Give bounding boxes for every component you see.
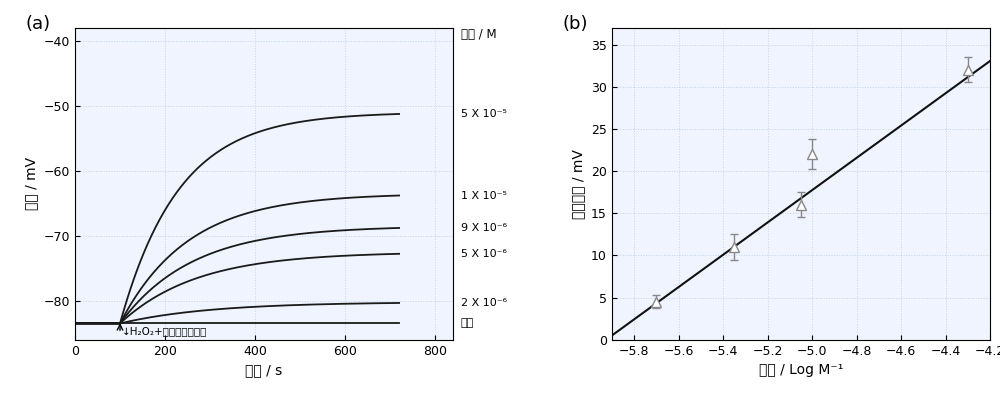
Y-axis label: 电位 / mV: 电位 / mV [24,157,38,210]
Text: (b): (b) [563,15,588,33]
Text: 浓度 / M: 浓度 / M [461,28,496,41]
Text: 1 X 10⁻⁵: 1 X 10⁻⁵ [461,190,507,201]
Text: 2 X 10⁻⁶: 2 X 10⁻⁶ [461,298,507,308]
Text: ↓H₂O₂+辣根过氧化物酶: ↓H₂O₂+辣根过氧化物酶 [122,326,207,336]
Text: 空白: 空白 [461,318,474,329]
Text: (a): (a) [26,15,51,33]
Y-axis label: 电位变化 / mV: 电位变化 / mV [572,149,586,218]
X-axis label: 浓度 / Log M⁻¹: 浓度 / Log M⁻¹ [759,363,843,377]
Text: 9 X 10⁻⁶: 9 X 10⁻⁶ [461,223,507,233]
Text: 5 X 10⁻⁶: 5 X 10⁻⁶ [461,249,507,259]
Text: 5 X 10⁻⁵: 5 X 10⁻⁵ [461,109,507,119]
X-axis label: 时间 / s: 时间 / s [245,363,283,377]
